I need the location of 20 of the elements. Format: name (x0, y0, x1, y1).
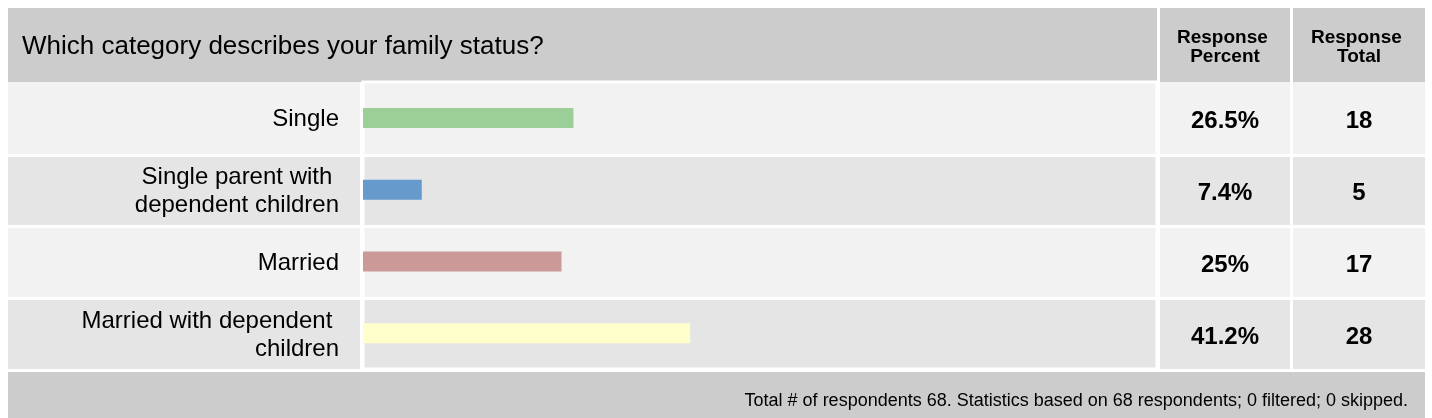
bar (363, 107, 574, 128)
text: 28 (1345, 321, 1373, 349)
chart-title: Which category describes your family status? (22, 30, 544, 60)
text: 18 (1345, 106, 1373, 134)
y-tick-label: Single (272, 104, 339, 132)
y-tick-label: Married (257, 247, 339, 275)
data-label: 41.2% (1190, 321, 1260, 349)
data-label: 25% (1200, 249, 1250, 277)
bar (363, 179, 422, 200)
y-tick-label: Single parent with dependent children (134, 162, 339, 218)
bar (363, 251, 562, 272)
text: 17 (1345, 249, 1373, 277)
data-label: 7.4% (1197, 178, 1253, 206)
text: 5 (1352, 178, 1366, 206)
text: Response Percent (1176, 26, 1274, 66)
y-tick-label: Married with dependent children (81, 305, 339, 361)
text: Total # of respondents 68. Statistics based on 68 respondents; 0 filtered; 0 skipped. (744, 390, 1408, 410)
text: Response Total (1310, 26, 1408, 66)
bar (363, 323, 691, 344)
data-label: 26.5% (1190, 106, 1260, 134)
